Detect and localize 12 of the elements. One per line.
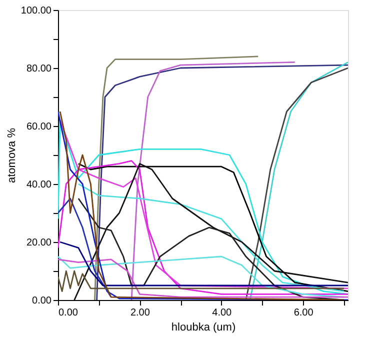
y-tick-label: 0.00 (32, 296, 52, 306)
y-tick-label: 40.00 (26, 180, 52, 190)
x-tick-label: 0.00 (58, 308, 78, 318)
y-tick-label: 20.00 (26, 238, 52, 248)
y-axis-title: atomova % (6, 128, 18, 184)
x-tick-label: 4.00 (212, 308, 232, 318)
x-axis-title: hloubka (um) (171, 322, 236, 334)
y-tick-label: 80.00 (26, 64, 52, 74)
x-tick-label: 2.00 (130, 308, 150, 318)
y-tick-label: 100.00 (20, 6, 52, 16)
y-tick-label: 60.00 (26, 122, 52, 132)
x-tick-label: 6.00 (294, 308, 314, 318)
